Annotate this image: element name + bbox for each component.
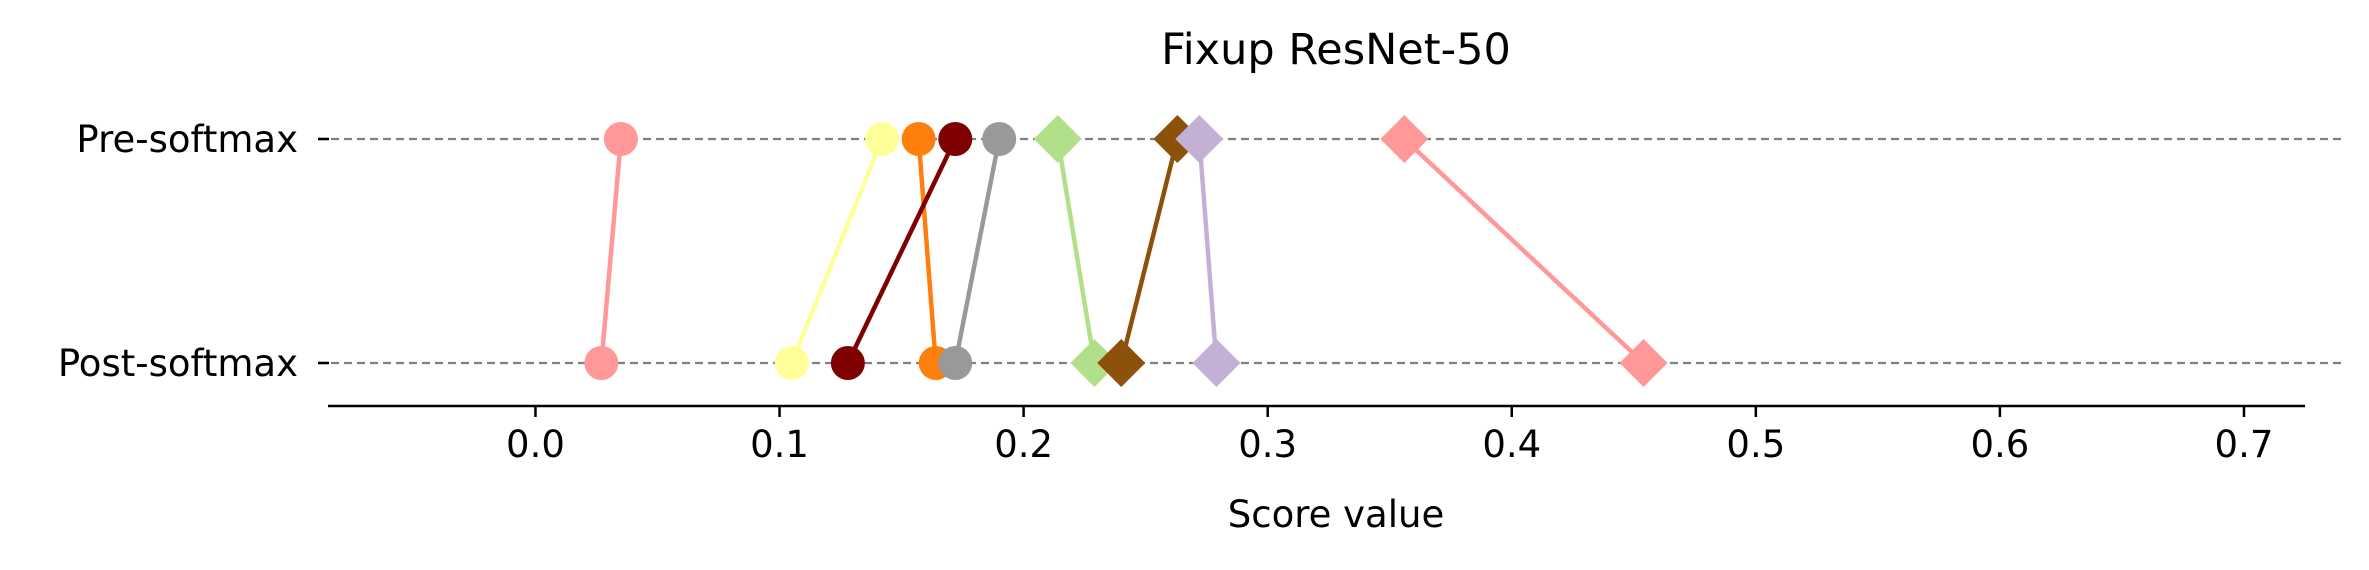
x-axis-label: Score value <box>1228 493 1444 536</box>
series-9-point-post <box>1619 339 1668 387</box>
series-4-point-pre <box>938 122 973 156</box>
series-2-point-pre <box>865 122 900 156</box>
series-4-point-post <box>830 346 865 380</box>
series-5-point-post <box>938 346 973 380</box>
category-gridlines <box>318 137 2346 365</box>
series-2-point-post <box>774 346 809 380</box>
y-axis-ticks: Pre-softmax Post-softmax <box>58 118 329 385</box>
y-tick-label-1: Pre-softmax <box>76 118 298 161</box>
series-2-connector <box>789 138 885 364</box>
series-9-point-pre <box>1380 115 1429 163</box>
x-tick-label-4: 0.3 <box>1238 423 1297 466</box>
series-6-point-pre <box>1033 115 1082 163</box>
series-5-point-pre <box>982 122 1017 156</box>
chart-title: Fixup ResNet-50 <box>1161 25 1511 75</box>
series-3-connector <box>916 138 938 364</box>
x-tick-label-5: 0.4 <box>1482 423 1541 466</box>
series-7-connector <box>1119 138 1180 364</box>
x-tick-label-6: 0.5 <box>1726 423 1785 466</box>
series-8-connector <box>1197 138 1219 364</box>
x-tick-label-3: 0.2 <box>994 423 1053 466</box>
series-4-connector <box>845 138 958 364</box>
series-3-point-pre <box>901 122 936 156</box>
series-connectors <box>599 137 1646 365</box>
series-6-connector <box>1055 138 1097 364</box>
series-8-point-pre <box>1175 115 1224 163</box>
series-9-connector <box>1402 137 1646 365</box>
y-tick-label-2: Post-softmax <box>58 342 298 385</box>
series-1-connector <box>599 138 624 364</box>
series-1-point-pre <box>603 122 638 156</box>
x-tick-label-7: 0.6 <box>1970 423 2029 466</box>
series-markers <box>584 115 1668 387</box>
x-axis-ticks: 0.0 0.1 0.2 0.3 0.4 0.5 0.6 0.7 <box>506 406 2273 466</box>
x-tick-label-1: 0.0 <box>506 423 565 466</box>
series-7-point-post <box>1097 339 1146 387</box>
series-5-connector <box>953 138 1002 364</box>
series-8-point-post <box>1192 339 1241 387</box>
x-tick-label-2: 0.1 <box>750 423 809 466</box>
series-1-point-post <box>584 346 619 380</box>
x-tick-label-8: 0.7 <box>2215 423 2274 466</box>
series-6-point-post <box>1070 339 1119 387</box>
